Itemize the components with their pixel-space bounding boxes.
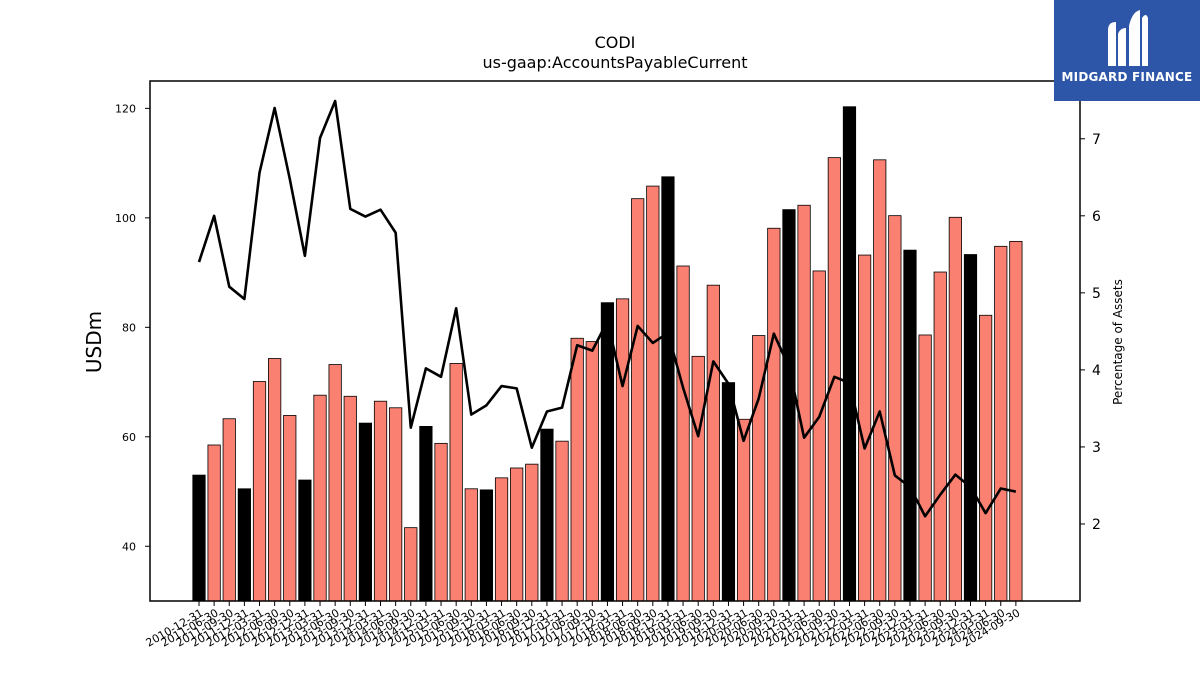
y2-tick-label: 7 [1092,132,1101,148]
y-tick-label: 60 [122,431,136,444]
bar-2019-12-31 [736,418,751,602]
y2-axis: 2 3 4 5 6 7 [1080,132,1101,533]
bar-2017-09-30 [600,302,615,602]
bar-2013-03-31 [328,364,342,602]
bar-2016-03-31 [510,467,524,602]
bar-2012-06-30 [283,415,297,602]
bar-2019-06-30 [706,284,720,602]
bar-2011-03-31 [207,444,221,602]
bar-2012-09-30 [298,479,312,602]
bar-2016-12-31 [555,440,569,602]
line-series [197,99,1017,518]
bar-2023-12-31 [979,314,993,602]
bar-2011-12-31 [252,381,267,602]
bar-2020-06-30 [767,227,781,602]
bar-2014-03-31 [389,407,403,602]
bar-2022-06-30 [888,215,902,602]
bar-2024-03-31 [994,245,1008,602]
bar-2022-03-31 [873,159,887,602]
bar-2016-09-30 [540,428,554,602]
bar-2022-09-30 [903,249,917,602]
bar-2017-03-31 [570,337,584,602]
bar-2023-06-30 [948,216,962,602]
bar-2011-06-30 [222,418,236,602]
bar-series [192,106,1023,602]
bar-2010-12-31 [192,474,206,602]
bar-2015-03-31 [449,363,463,602]
bar-2017-12-31 [615,298,630,602]
bar-2022-12-31 [918,334,932,602]
logo-text: MIDGARD FINANCE [1061,70,1193,84]
bar-2018-06-30 [646,185,660,602]
x-axis: 2010-12-312011-06-302011-09-302011-12-31… [144,601,1022,650]
bar-2015-09-30 [479,489,494,602]
bar-2015-12-31 [494,477,509,602]
y-axis-label: USDm [82,311,106,373]
bar-2013-09-30 [358,422,373,602]
bar-2016-06-30 [525,463,539,602]
bar-2024-06-30 [1009,240,1023,602]
y-tick-label: 80 [122,321,136,334]
y2-tick-label: 6 [1092,209,1101,225]
bar-2023-03-31 [933,271,947,602]
bar-2018-09-30 [661,176,675,602]
y-tick-label: 100 [115,212,136,225]
chart-subtitle: us-gaap:AccountsPayableCurrent [482,53,747,72]
bar-2012-12-31 [313,394,327,602]
bar-2014-12-31 [434,442,448,602]
bar-2021-09-30 [842,106,857,602]
y2-tick-label: 4 [1092,363,1101,379]
bar-2019-09-30 [721,382,736,602]
bar-2013-06-30 [343,395,357,602]
y-axis: 40 60 80 100 120 [115,102,150,553]
bar-2014-06-30 [404,527,418,602]
y-tick-label: 40 [122,540,136,553]
y2-axis-label: Percentage of Assets [1111,279,1125,405]
bar-2017-06-30 [585,341,599,602]
plot-frame [149,80,1081,602]
bar-2013-12-31 [373,400,388,602]
bar-2020-09-30 [782,209,796,602]
bar-2021-03-31 [812,270,826,602]
chart-title: CODI [595,33,636,52]
bar-2018-12-31 [676,265,690,602]
bar-2018-03-31 [631,198,645,602]
bar-2012-03-31 [268,358,282,602]
bar-2020-12-31 [797,204,811,602]
logo-mark-icon [1108,10,1148,66]
bar-2015-06-30 [464,488,478,602]
bar-2019-03-31 [691,355,705,602]
y2-tick-label: 3 [1092,440,1101,456]
y2-tick-label: 2 [1092,517,1101,533]
y2-tick-label: 5 [1092,286,1101,302]
bar-2011-09-30 [237,488,251,602]
bar-2014-09-30 [419,425,433,602]
bar-2023-09-30 [963,254,978,602]
midgard-finance-logo: MIDGARD FINANCE [1054,0,1200,101]
percentage-of-assets-line [197,99,1017,518]
y-tick-label: 120 [115,102,136,115]
